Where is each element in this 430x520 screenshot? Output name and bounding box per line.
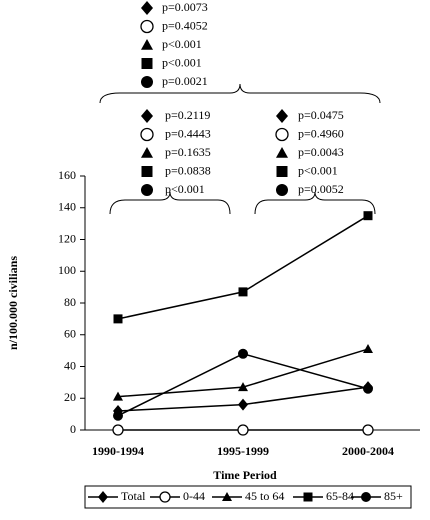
legend-label: 65-84 <box>326 489 354 503</box>
data-point <box>113 314 123 324</box>
p-value: p=0.0043 <box>298 145 344 159</box>
p-value-symbol <box>276 184 288 196</box>
legend-label: 45 to 64 <box>245 489 284 503</box>
p-value: p=0.4052 <box>162 18 208 32</box>
x-tick-label: 1995-1999 <box>217 444 269 458</box>
p-value: p=0.4960 <box>298 126 344 140</box>
p-value-symbol <box>141 1 153 15</box>
y-tick-label: 80 <box>64 295 76 309</box>
brace-overall <box>99 83 381 104</box>
p-value-symbol <box>276 166 288 177</box>
y-tick-label: 40 <box>64 358 76 372</box>
p-value-symbol <box>141 76 153 88</box>
y-tick-label: 100 <box>58 263 76 277</box>
legend-label: Total <box>121 489 146 503</box>
y-tick-label: 160 <box>58 168 76 182</box>
y-tick-label: 0 <box>70 422 76 436</box>
p-value-symbol <box>141 184 153 196</box>
legend-label: 85+ <box>384 489 403 503</box>
legend-symbol <box>222 492 232 501</box>
legend-symbol <box>303 492 313 502</box>
legend-symbol <box>98 491 108 503</box>
data-point <box>238 348 248 359</box>
x-tick-label: 2000-2004 <box>342 444 394 458</box>
legend-box <box>84 485 412 509</box>
x-tick-label: 1990-1994 <box>92 444 144 458</box>
p-value: p<0.001 <box>298 163 338 177</box>
p-value: p=0.0073 <box>162 0 208 14</box>
data-point <box>238 398 248 411</box>
data-point <box>362 424 374 436</box>
legend-symbol <box>361 492 371 502</box>
legend-symbol <box>159 491 171 503</box>
series-line <box>117 215 369 320</box>
y-tick-label: 120 <box>58 231 76 245</box>
y-tick-label: 20 <box>64 390 76 404</box>
p-value: p<0.001 <box>165 182 205 196</box>
p-value-symbol <box>141 166 153 177</box>
p-value: p<0.001 <box>162 55 202 69</box>
data-point <box>363 211 373 221</box>
p-value-symbol <box>140 19 154 34</box>
p-value: p=0.0838 <box>165 163 211 177</box>
p-value: p=0.1635 <box>165 145 211 159</box>
y-tick-label: 140 <box>58 200 76 214</box>
data-point <box>363 383 373 394</box>
data-point <box>363 344 373 354</box>
p-value-symbol <box>141 147 153 158</box>
brace-left <box>109 191 231 215</box>
y-tick-label: 60 <box>64 327 76 341</box>
y-axis-label: n/100.000 civilians <box>6 256 20 350</box>
p-value-symbol <box>276 147 288 158</box>
legend-label: 0-44 <box>183 489 205 503</box>
p-value-symbol <box>276 109 288 123</box>
p-value: p=0.0021 <box>162 74 208 88</box>
x-axis-label: Time Period <box>213 468 277 482</box>
p-value: p=0.2119 <box>165 108 210 122</box>
data-point <box>113 391 123 401</box>
p-value-symbol <box>275 127 289 142</box>
p-value-symbol <box>141 39 153 50</box>
data-point <box>113 410 123 421</box>
p-value-symbol <box>141 109 153 123</box>
p-value: p=0.0475 <box>298 108 344 122</box>
p-value: p<0.001 <box>162 37 202 51</box>
p-value-symbol <box>140 127 154 142</box>
data-point <box>238 382 248 392</box>
p-value: p=0.0052 <box>298 182 344 196</box>
data-point <box>112 424 124 436</box>
data-point <box>238 287 248 297</box>
data-point <box>237 424 249 436</box>
brace-right <box>254 191 376 215</box>
p-value: p=0.4443 <box>165 126 211 140</box>
p-value-symbol <box>141 58 153 69</box>
